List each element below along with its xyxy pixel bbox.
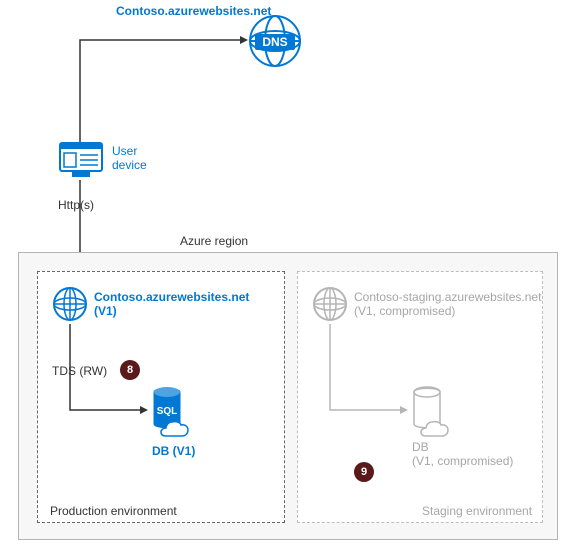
staging-db-icon	[408, 384, 452, 440]
production-env-box: Contoso.azurewebsites.net (V1) TDS (RW) …	[37, 271, 285, 523]
prod-webapp-label-1: Contoso.azurewebsites.net	[94, 290, 249, 306]
azure-region-box: Contoso.azurewebsites.net (V1) TDS (RW) …	[18, 252, 558, 540]
prod-webapp-label-2: (V1)	[94, 304, 117, 320]
arrow-user-to-dns	[68, 20, 258, 150]
prod-webapp-icon	[52, 286, 88, 322]
staging-env-box: Contoso-staging.azurewebsites.net (V1, c…	[297, 271, 543, 523]
prod-env-title: Production environment	[50, 504, 177, 520]
prod-db-label: DB (V1)	[152, 444, 195, 460]
tds-label: TDS (RW)	[52, 364, 107, 380]
https-label: Http(s)	[58, 198, 94, 214]
staging-badge: 9	[354, 462, 374, 482]
dns-text: DNS	[262, 35, 287, 49]
user-device-icon	[58, 141, 104, 179]
staging-webapp-icon	[312, 286, 348, 322]
user-device-label-2: device	[112, 158, 147, 174]
prod-db-icon: SQL	[148, 384, 192, 440]
arrow-staging-webapp-to-db	[322, 324, 422, 424]
staging-env-title: Staging environment	[422, 504, 532, 520]
prod-badge: 8	[120, 360, 140, 380]
svg-text:SQL: SQL	[157, 406, 178, 417]
region-title: Azure region	[180, 234, 248, 250]
staging-db-label-2: (V1, compromised)	[412, 454, 513, 470]
staging-webapp-label-2: (V1, compromised)	[354, 304, 455, 320]
